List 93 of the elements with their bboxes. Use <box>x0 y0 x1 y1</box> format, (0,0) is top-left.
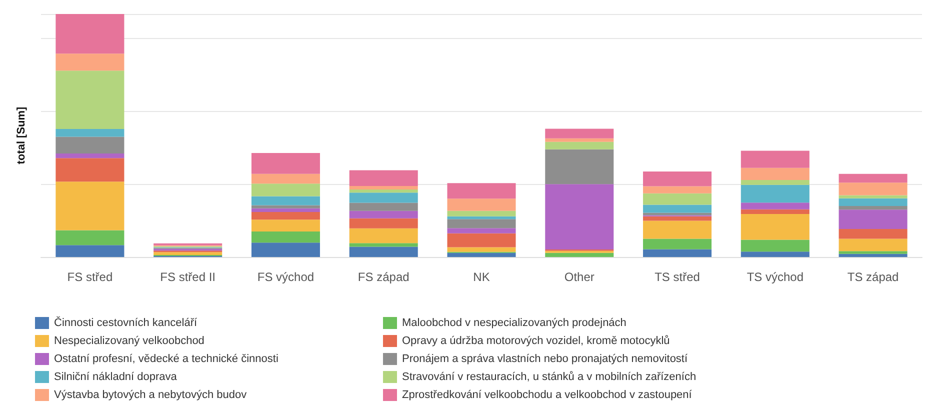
bar <box>251 242 320 257</box>
bar <box>154 252 222 256</box>
x-tick-label: TS střed <box>654 270 700 284</box>
bar <box>251 205 320 208</box>
bar <box>251 231 320 243</box>
legend-label: Opravy a údržba motorových vozidel, kromě motocyklů <box>402 335 670 347</box>
bar <box>838 238 908 252</box>
bar <box>838 210 908 230</box>
bar <box>251 174 320 184</box>
bar <box>349 170 418 186</box>
legend-label: Silniční nákladní doprava <box>54 371 178 383</box>
bar <box>56 153 124 158</box>
bar <box>545 138 614 142</box>
bar <box>545 142 614 150</box>
bar <box>447 198 516 211</box>
legend-label: Výstavba bytových a nebytových budov <box>54 389 248 401</box>
bar <box>740 150 810 168</box>
bar <box>643 171 712 186</box>
legend-label: Ostatní profesní, vědecké a technické činnosti <box>54 353 278 365</box>
legend-label: Činnosti cestovních kanceláří <box>54 316 198 329</box>
bar <box>545 149 614 184</box>
legend-label: Pronájem a správa vlastních nebo pronajatých nemovitostí <box>402 353 688 365</box>
bar <box>740 184 810 203</box>
bar <box>643 238 712 250</box>
bar <box>643 186 712 194</box>
bar <box>838 174 908 183</box>
bar <box>643 204 712 213</box>
bar <box>447 210 516 216</box>
bar <box>838 198 908 206</box>
bar <box>349 189 418 193</box>
x-tick-label: Other <box>564 270 594 284</box>
bar <box>251 220 320 232</box>
bar <box>838 182 908 196</box>
bar <box>251 212 320 220</box>
x-tick-label: TS západ <box>847 270 899 284</box>
x-tick-label: FS západ <box>358 270 410 284</box>
bar <box>349 218 418 228</box>
bar <box>447 247 516 252</box>
bar <box>56 136 124 154</box>
bar <box>838 254 908 257</box>
bar <box>56 70 124 129</box>
x-tick-label: TS východ <box>746 270 804 284</box>
x-tick-label: FS střed <box>67 270 113 284</box>
bar <box>838 206 908 210</box>
bar <box>740 252 810 257</box>
bar <box>56 230 124 246</box>
bar <box>251 208 320 212</box>
bar <box>643 220 712 239</box>
bar <box>545 184 614 250</box>
bar <box>740 209 810 214</box>
bar <box>56 54 124 71</box>
bar <box>447 219 516 228</box>
bar <box>838 251 908 254</box>
bar <box>643 216 712 221</box>
bar <box>251 184 320 196</box>
bar <box>545 252 614 257</box>
bar <box>447 183 516 199</box>
bar <box>838 229 908 239</box>
bar <box>56 128 124 137</box>
bar <box>56 182 124 230</box>
bar <box>349 243 418 247</box>
bar <box>251 196 320 206</box>
bar <box>447 216 516 220</box>
bar <box>740 168 810 180</box>
legend-label: Maloobchod v nespecializovaných prodejnách <box>402 317 626 329</box>
legend-label: Nespecializovaný velkoobchod <box>54 335 204 347</box>
bar <box>251 152 320 174</box>
bar <box>643 249 712 257</box>
x-tick-label: FS východ <box>257 270 314 284</box>
y-axis-title: total [Sum] <box>16 106 28 164</box>
bar <box>349 186 418 190</box>
legend-label: Stravování v restauracích, u stánků a v mobilních zařízeních <box>402 371 696 383</box>
x-tick-label: NK <box>473 270 490 284</box>
bar <box>740 240 810 252</box>
bar <box>56 245 124 257</box>
bar <box>349 192 418 203</box>
x-tick-label: FS střed II <box>160 270 216 284</box>
bar <box>349 202 418 211</box>
legend-label: Zprostředkování velkoobchodu a velkoobchod v zastoupení <box>402 389 693 401</box>
bar <box>349 210 418 218</box>
bar <box>447 228 516 234</box>
bar <box>740 214 810 240</box>
bar <box>740 180 810 185</box>
bar <box>349 228 418 244</box>
bar <box>447 233 516 248</box>
bar <box>56 158 124 182</box>
bar <box>740 202 810 210</box>
bar <box>545 128 614 138</box>
bar <box>349 246 418 257</box>
bar <box>56 14 124 54</box>
bar <box>447 252 516 257</box>
bar <box>838 195 908 198</box>
bar <box>643 193 712 205</box>
